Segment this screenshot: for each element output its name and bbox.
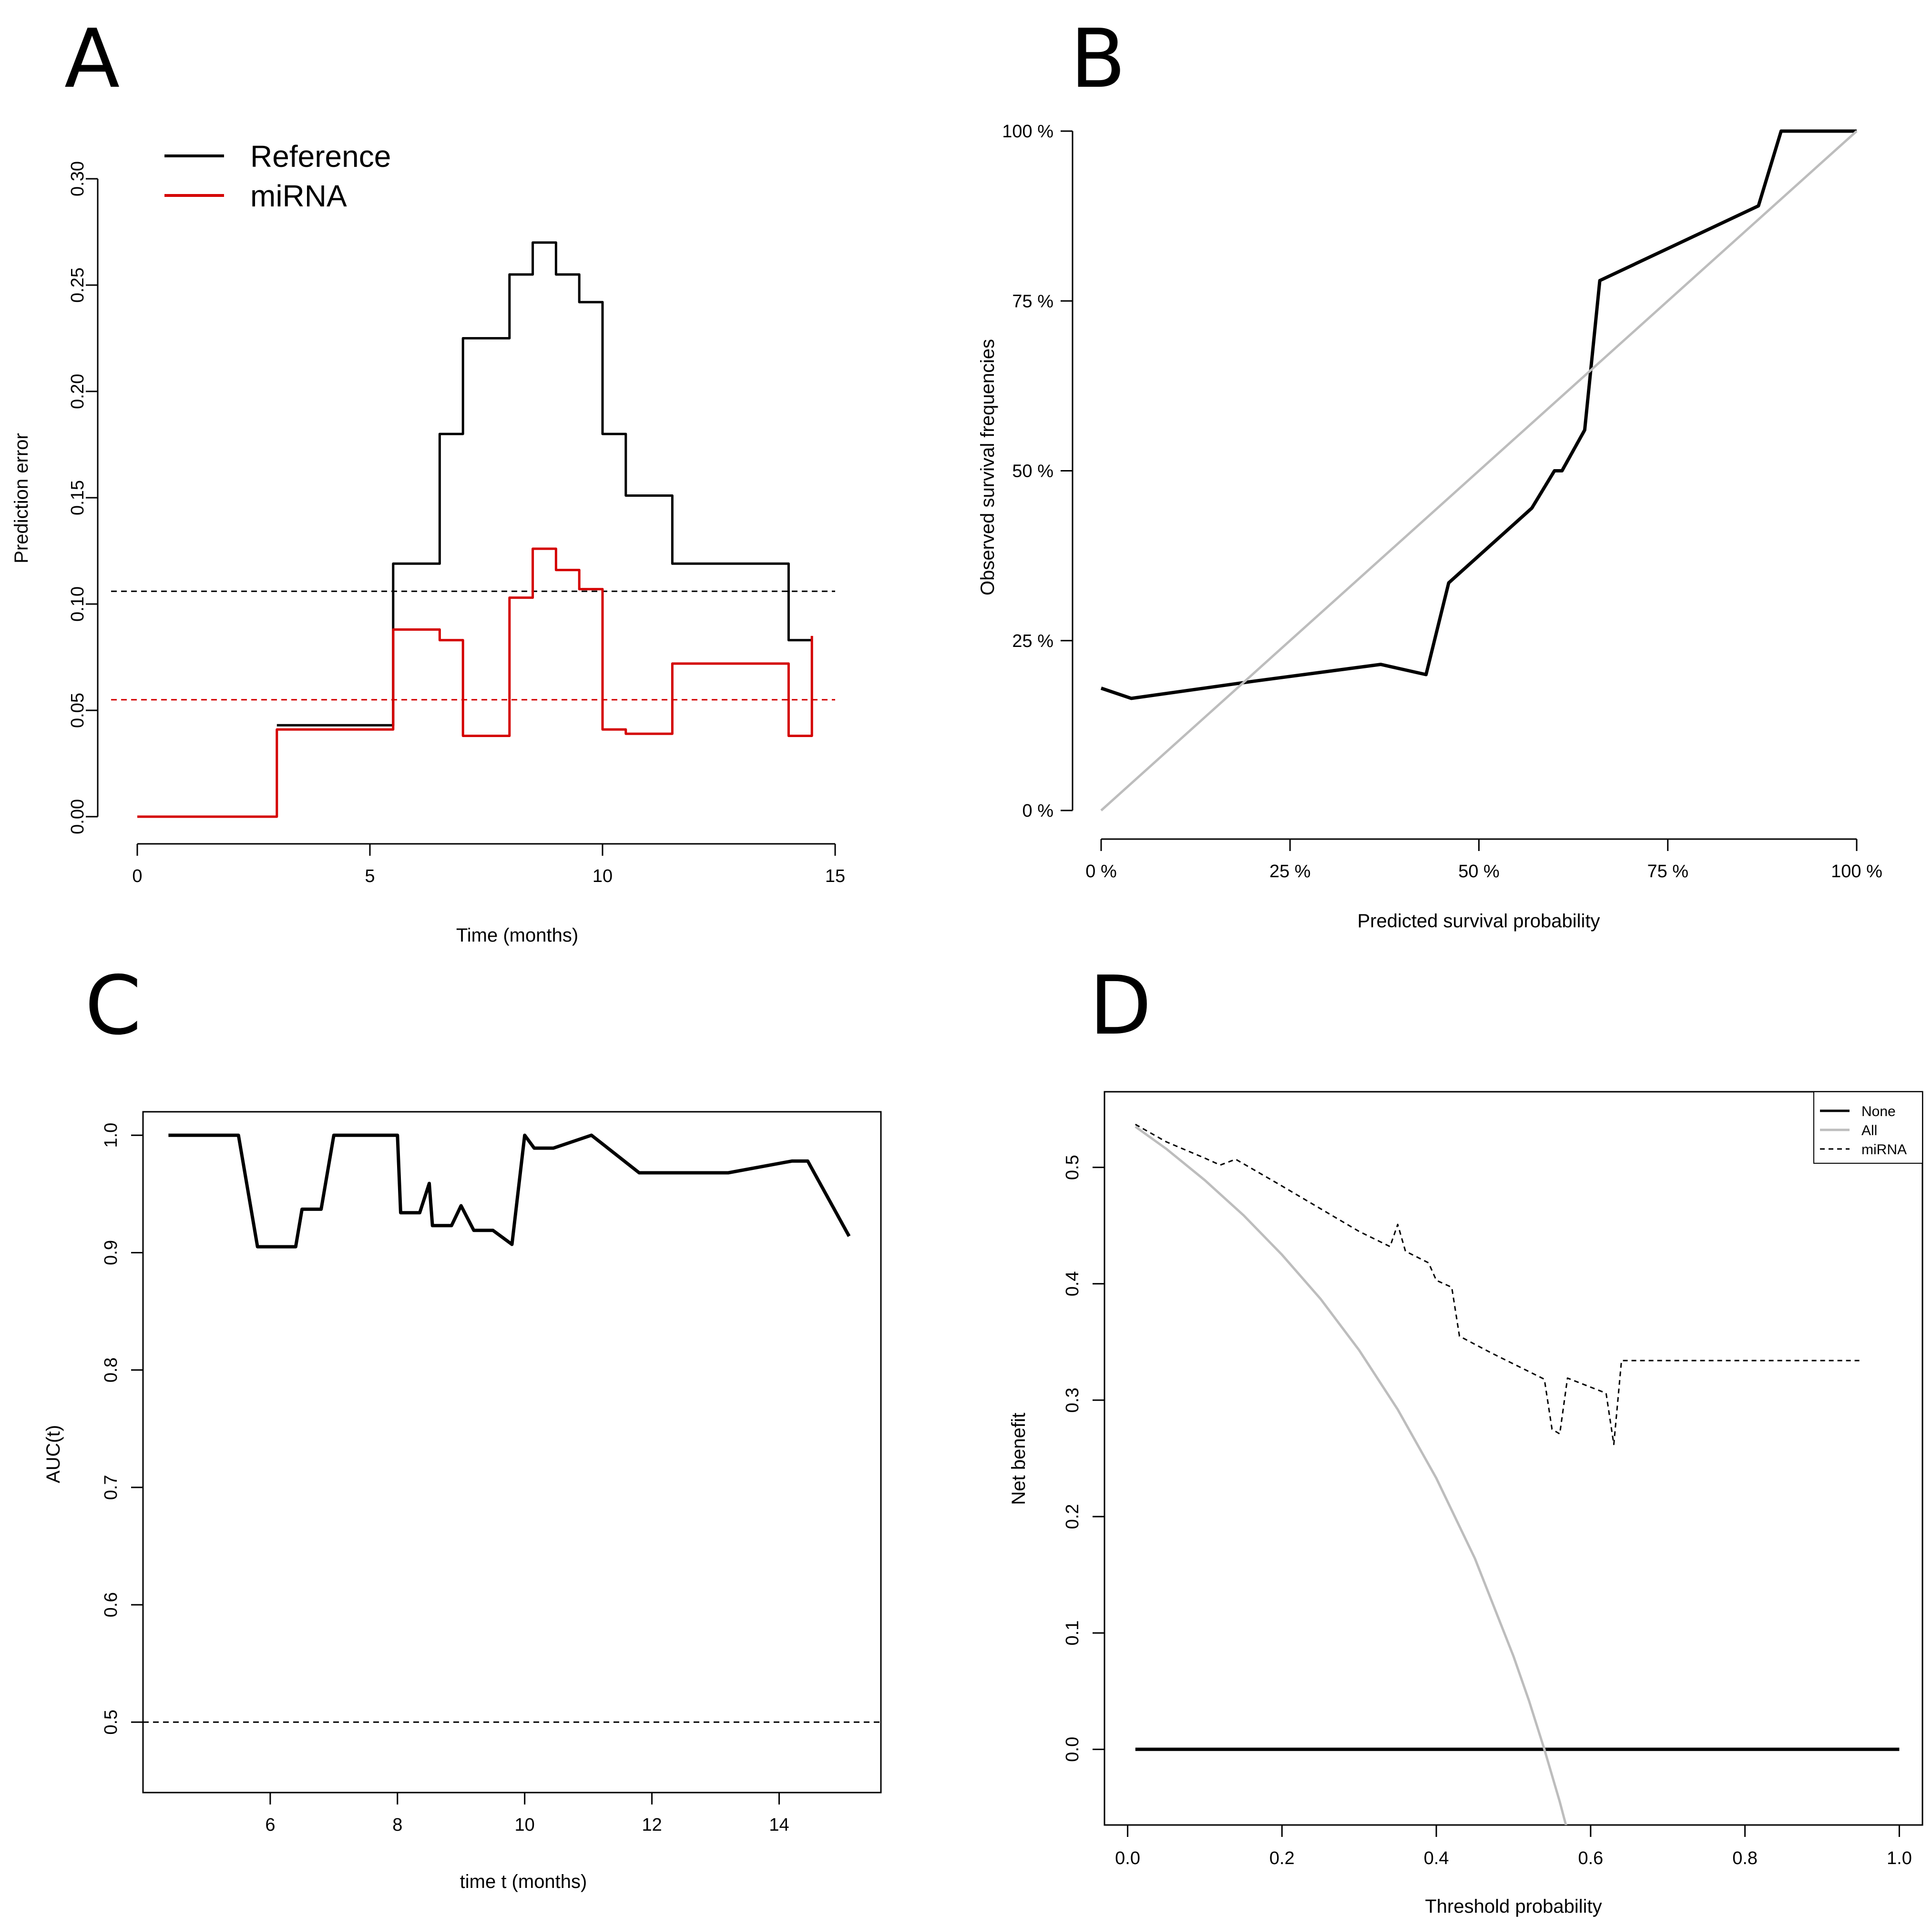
panel-a-prediction-error: 0 5 10 15 0.00 0.05 0.10 0.15 0.20 0.25 0.30 Time… (11, 139, 845, 946)
panel-d-x-tick-label: 0.8 (1732, 1848, 1758, 1868)
panel-b-x-axis: 0 % 25 % 50 % 75 % 100 % (1085, 838, 1882, 882)
panel-b-y-tick-label: 0 % (1022, 801, 1053, 821)
panel-d-y-tick-label: 0.3 (1063, 1388, 1083, 1413)
panel-label-b: B (1070, 12, 1126, 106)
panel-d-y-label: Net benefit (1008, 1413, 1029, 1505)
panel-b-series-perfect-calibration (1100, 130, 1858, 811)
panel-d-legend-all: All (1861, 1123, 1877, 1138)
panel-label-c: C (85, 959, 142, 1053)
panel-d-x-tick-label: 0.0 (1115, 1848, 1140, 1868)
panel-d-plot-area (1135, 1124, 1900, 1825)
panel-a-series-reference (276, 241, 812, 727)
panel-c-y-axis: 0.5 0.6 0.7 0.8 0.9 1.0 (101, 1123, 143, 1735)
panel-c-y-tick-label: 0.7 (101, 1475, 121, 1500)
panel-a-series-mirna (137, 547, 813, 818)
panel-b-x-tick-label: 25 % (1269, 861, 1311, 882)
panel-d-legend: None All miRNA (1813, 1091, 1923, 1164)
panel-b-y-tick-label: 25 % (1012, 631, 1053, 651)
panel-a-legend-reference: Reference (250, 139, 391, 174)
panel-a-legend-mirna: miRNA (250, 179, 347, 213)
panel-d-x-label: Threshold probability (1425, 1896, 1602, 1917)
panel-d-series-mirna (1135, 1124, 1861, 1445)
panel-d-series-all (1135, 1126, 1567, 1825)
panel-a-y-tick-label: 0.10 (68, 586, 88, 622)
panel-b-y-tick-label: 75 % (1012, 291, 1053, 311)
panel-b-x-tick-label: 50 % (1458, 861, 1500, 882)
panel-b-x-tick-label: 75 % (1647, 861, 1688, 882)
panel-a-y-axis: 0.00 0.05 0.10 0.15 0.20 0.25 0.30 (68, 161, 99, 834)
panel-d-x-axis: 0.0 0.2 0.4 0.6 0.8 1.0 (1115, 1825, 1912, 1868)
panel-d-y-tick-label: 0.2 (1063, 1504, 1083, 1529)
panel-c-x-tick-label: 10 (515, 1815, 535, 1835)
panel-b-plot-area (1100, 129, 1858, 811)
panel-label-a: A (64, 12, 120, 106)
panel-d-y-axis: 0.0 0.1 0.2 0.3 0.4 0.5 (1063, 1155, 1104, 1762)
panel-a-y-tick-label: 0.05 (68, 693, 88, 728)
panel-a-y-tick-label: 0.30 (68, 161, 88, 196)
panel-b-series-calibration (1100, 129, 1857, 700)
panel-d-legend-none: None (1861, 1104, 1896, 1119)
panel-d-x-tick-label: 0.4 (1424, 1848, 1449, 1868)
panel-a-legend: Reference miRNA (164, 139, 391, 213)
panel-b-y-tick-label: 50 % (1012, 461, 1053, 482)
panel-c-y-tick-label: 0.6 (101, 1592, 121, 1618)
panel-d-x-tick-label: 1.0 (1887, 1848, 1912, 1868)
panel-c-x-label: time t (months) (460, 1871, 587, 1892)
panel-c-y-tick-label: 0.5 (101, 1710, 121, 1735)
panel-a-y-tick-label: 0.25 (68, 267, 88, 303)
panel-b-y-axis: 0 % 25 % 50 % 75 % 100 % (1002, 122, 1073, 821)
panel-a-x-tick-label: 15 (825, 866, 845, 886)
panel-c-y-tick-label: 0.9 (101, 1240, 121, 1265)
panel-d-legend-box (1813, 1091, 1923, 1164)
panel-b-x-label: Predicted survival probability (1357, 911, 1600, 932)
panel-c-y-label: AUC(t) (43, 1425, 64, 1483)
panel-a-y-label: Prediction error (11, 433, 32, 563)
panel-d-frame (1104, 1091, 1923, 1826)
panel-b-x-tick-label: 0 % (1085, 861, 1116, 882)
panel-b-y-tick-label: 100 % (1002, 122, 1053, 142)
panel-c-x-axis: 6 8 10 12 14 (265, 1793, 789, 1835)
panel-c-x-tick-label: 8 (392, 1815, 402, 1835)
panel-a-y-tick-label: 0.00 (68, 799, 88, 834)
panel-c-plot-area (143, 1133, 881, 1723)
panel-c-frame (142, 1111, 882, 1794)
panel-c-x-tick-label: 6 (265, 1815, 275, 1835)
panel-d-y-tick-label: 0.4 (1063, 1271, 1083, 1296)
panel-c-series-auc (168, 1133, 851, 1249)
panel-c-x-tick-label: 12 (642, 1815, 662, 1835)
panel-a-y-tick-label: 0.20 (68, 374, 88, 409)
panel-c-time-dependent-auc: 6 8 10 12 14 0.5 0.6 0.7 0.8 0.9 1.0 time t (mont… (43, 1111, 882, 1892)
panel-label-d: D (1089, 959, 1152, 1053)
panel-c-y-tick-label: 0.8 (101, 1357, 121, 1383)
panel-a-x-label: Time (months) (456, 925, 578, 946)
panel-b-x-tick-label: 100 % (1831, 861, 1882, 882)
panel-b-calibration: 0 % 25 % 50 % 75 % 100 % 0 % 25 % 50 % 75 % 100 … (977, 122, 1882, 932)
panel-a-x-tick-label: 0 (132, 866, 142, 886)
panel-d-decision-curve: 0.0 0.2 0.4 0.6 0.8 1.0 0.0 0.1 0.2 0.3 0.4 0.5 Th… (1008, 1091, 1923, 1917)
panel-d-y-tick-label: 0.1 (1063, 1620, 1083, 1646)
panel-d-y-tick-label: 0.0 (1063, 1737, 1083, 1762)
panel-d-y-tick-label: 0.5 (1063, 1155, 1083, 1180)
panel-d-legend-mirna: miRNA (1861, 1142, 1907, 1158)
panel-a-y-tick-label: 0.15 (68, 480, 88, 515)
panel-a-plot-area (111, 241, 835, 818)
panel-d-x-tick-label: 0.2 (1269, 1848, 1295, 1868)
panel-c-y-tick-label: 1.0 (101, 1123, 121, 1148)
panel-a-x-tick-label: 5 (365, 866, 375, 886)
panel-a-x-tick-label: 10 (593, 866, 613, 886)
panel-d-x-tick-label: 0.6 (1578, 1848, 1603, 1868)
panel-a-x-axis: 0 5 10 15 (132, 843, 845, 886)
panel-b-y-label: Observed survival frequencies (977, 339, 998, 595)
panel-c-x-tick-label: 14 (769, 1815, 789, 1835)
